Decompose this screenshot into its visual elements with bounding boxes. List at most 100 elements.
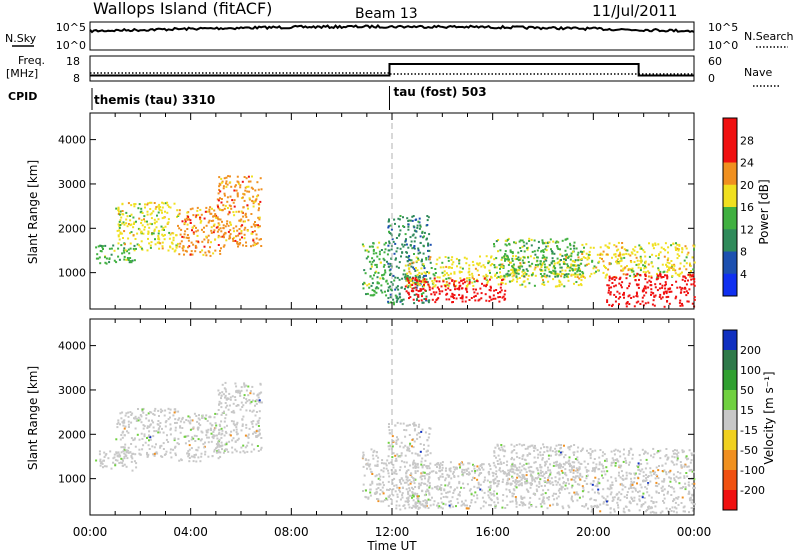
power-heatmap-cell — [611, 277, 614, 280]
velocity-heatmap-cell — [161, 409, 164, 412]
velocity-heatmap-cell — [609, 484, 612, 487]
power-heatmap-cell — [548, 270, 551, 273]
velocity-heatmap-cell — [418, 432, 421, 435]
velocity-heatmap-cell — [124, 425, 127, 428]
velocity-heatmap-cell — [255, 430, 258, 433]
velocity-heatmap-cell — [254, 404, 256, 407]
velocity-heatmap-cell — [113, 453, 116, 456]
power-heatmap-cell — [172, 239, 175, 242]
power-heatmap-cell — [390, 281, 393, 284]
power-heatmap-cell — [130, 213, 133, 216]
power-heatmap-cell — [661, 296, 664, 299]
power-heatmap-cell — [485, 299, 488, 302]
velocity-heatmap-cell — [623, 511, 626, 514]
power-heatmap-cell — [644, 265, 646, 268]
power-heatmap-cell — [676, 257, 679, 260]
power-heatmap-cell — [633, 249, 636, 252]
power-heatmap-cell — [502, 278, 504, 281]
power-heatmap-cell — [521, 274, 524, 277]
velocity-heatmap-cell — [534, 480, 537, 483]
power-heatmap-cell — [570, 255, 573, 258]
velocity-heatmap-cell — [476, 497, 479, 500]
velocity-heatmap-cell — [370, 448, 373, 451]
velocity-heatmap-cell — [231, 395, 234, 398]
velocity-heatmap-cell — [685, 472, 688, 474]
power-heatmap-cell — [422, 252, 425, 255]
power-heatmap-cell — [158, 247, 161, 250]
power-heatmap-cell — [428, 233, 431, 236]
velocity-heatmap-cell — [687, 492, 690, 495]
power-heatmap-cell — [533, 239, 536, 242]
velocity-heatmap-cell — [628, 461, 631, 464]
velocity-heatmap-cell — [519, 462, 522, 465]
power-heatmap-cell — [556, 246, 559, 249]
power-heatmap-cell — [159, 206, 162, 208]
velocity-heatmap-cell — [557, 464, 560, 467]
power-heatmap-cell — [243, 193, 246, 196]
velocity-heatmap-cell — [555, 497, 558, 500]
velocity-heatmap-cell — [225, 441, 228, 444]
power-heatmap-cell — [161, 211, 163, 214]
velocity-heatmap-cell — [133, 417, 136, 420]
velocity-heatmap-cell — [441, 466, 444, 469]
velocity-heatmap-cell — [516, 473, 519, 476]
velocity-heatmap-cell — [669, 486, 672, 488]
power-heatmap-cell — [607, 291, 610, 294]
power-heatmap-cell — [160, 225, 163, 228]
velocity-heatmap-cell — [179, 426, 182, 429]
velocity-heatmap-cell — [393, 472, 396, 475]
power-heatmap-cell — [639, 274, 642, 277]
velocity-heatmap-cell — [572, 469, 575, 472]
power-heatmap-cell — [523, 244, 526, 247]
velocity-heatmap-cell — [218, 392, 221, 395]
power-heatmap-cell — [425, 298, 428, 301]
station-title: Wallops Island (fitACF) — [93, 0, 272, 18]
velocity-heatmap-cell — [230, 430, 233, 433]
power-heatmap-cell — [429, 261, 432, 264]
velocity-heatmap-cell — [161, 455, 164, 458]
velocity-heatmap-cell — [133, 460, 136, 463]
velocity-heatmap-cell — [219, 455, 222, 458]
velocity-heatmap-cell — [587, 469, 590, 472]
velocity-heatmap-cell — [497, 463, 500, 465]
velocity-heatmap-cell — [119, 423, 121, 426]
power-heatmap-cell — [455, 257, 458, 260]
velocity-heatmap-cell — [216, 450, 219, 453]
power-heatmap-cell — [651, 303, 654, 306]
power-heatmap-cell — [362, 245, 365, 248]
power-heatmap-cell — [226, 220, 229, 223]
power-heatmap-cell — [253, 230, 256, 233]
power-heatmap-cell — [421, 285, 424, 288]
velocity-heatmap-cell — [98, 453, 101, 456]
power-heatmap-cell — [162, 234, 165, 237]
power-heatmap-cell — [166, 222, 169, 225]
velocity-heatmap-cell — [383, 499, 386, 501]
velocity-heatmap-cell — [234, 440, 237, 443]
velocity-heatmap-cell — [365, 489, 367, 492]
power-heatmap-cell — [216, 204, 219, 207]
velocity-heatmap-cell — [648, 505, 650, 508]
power-heatmap-cell — [506, 255, 509, 258]
power-heatmap-cell — [496, 271, 498, 274]
power-heatmap-cell — [386, 282, 389, 285]
power-heatmap-cell — [468, 267, 471, 270]
velocity-heatmap-cell — [510, 443, 513, 446]
velocity-heatmap-cell — [572, 465, 575, 468]
power-heatmap-cell — [510, 261, 512, 264]
power-heatmap-cell — [116, 229, 119, 232]
power-heatmap-cell — [194, 250, 197, 253]
power-heatmap-cell — [127, 202, 130, 205]
velocity-heatmap-cell — [561, 476, 564, 479]
velocity-heatmap-cell — [458, 494, 461, 497]
power-heatmap-cell — [638, 263, 641, 266]
power-heatmap-cell — [411, 262, 414, 265]
power-heatmap-cell — [454, 288, 456, 291]
velocity-heatmap-cell — [252, 392, 255, 395]
velocity-heatmap-cell — [217, 451, 220, 454]
velocity-heatmap-cell — [693, 478, 696, 481]
power-heatmap-cell — [453, 282, 455, 285]
power-heatmap-cell — [581, 253, 584, 255]
velocity-heatmap-cell — [405, 429, 408, 432]
power-heatmap-cell — [407, 246, 410, 249]
velocity-heatmap-cell — [476, 469, 479, 472]
